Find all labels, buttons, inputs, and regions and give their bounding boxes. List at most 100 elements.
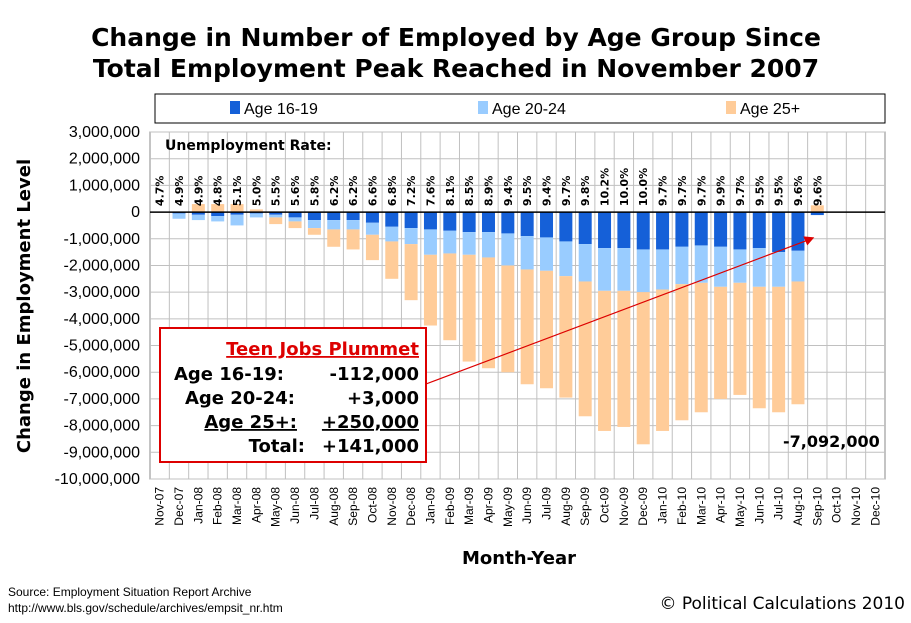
annotation-arrow-line — [425, 238, 812, 385]
bar-age-20-24 — [694, 245, 708, 283]
bar-age-16-19 — [230, 212, 244, 215]
annotation-row-label-4: Total: — [249, 436, 305, 457]
bar-age-25- — [791, 281, 805, 405]
unemployment-rate-value: 9.5% — [753, 176, 766, 207]
annotation-arrow-head — [803, 236, 815, 246]
bar-age-20-24 — [346, 220, 360, 230]
x-tick-label: Feb-09 — [443, 487, 457, 525]
x-tick-label: Oct-10 — [830, 487, 844, 523]
bar-age-25- — [307, 228, 321, 235]
unemployment-rate-value: 9.7% — [676, 176, 689, 207]
unemployment-rate-value: 4.7% — [154, 176, 167, 207]
x-tick-label: May-09 — [501, 487, 515, 527]
bar-age-20-24 — [249, 213, 263, 218]
x-tick-label: Aug-08 — [327, 487, 341, 526]
teen-jobs-box: Teen Jobs Plummet Age 16-19: -112,000 Ag… — [159, 327, 427, 463]
x-tick-label: Nov-09 — [617, 487, 631, 526]
bar-age-20-24 — [772, 252, 786, 287]
x-tick-label: Feb-08 — [211, 487, 225, 525]
last-total-label: -7,092,000 — [783, 432, 880, 451]
bar-age-20-24 — [462, 232, 476, 255]
unemployment-rate-value: 10.2% — [599, 168, 612, 206]
bar-age-16-19 — [307, 212, 321, 221]
bar-age-20-24 — [211, 216, 225, 222]
unemployment-rate-value: 5.0% — [250, 176, 263, 207]
unemployment-rate-value: 9.4% — [541, 176, 554, 207]
bar-age-16-19 — [540, 212, 554, 238]
bar-age-16-19 — [327, 212, 341, 221]
legend-swatch-3 — [726, 101, 736, 114]
unemployment-rate-value: 9.7% — [695, 176, 708, 207]
x-tick-label: Jun-10 — [752, 487, 766, 524]
bar-age-20-24 — [385, 226, 399, 242]
y-tick-label: -4,000,000 — [63, 311, 140, 328]
unemployment-rate-value: 10.0% — [637, 168, 650, 206]
bar-age-20-24 — [656, 249, 670, 290]
x-tick-label: Apr-10 — [714, 487, 728, 523]
annotation-row-value-3: +250,000 — [322, 412, 419, 433]
bar-age-16-19 — [211, 212, 225, 217]
plot-area: 3,000,000 2,000,000 1,000,000 0 -1,000,000 -2… — [55, 124, 886, 527]
y-axis-label: Change in Employment Level — [14, 159, 35, 453]
bar-age-20-24 — [443, 230, 457, 254]
unemployment-rate-value: 9.7% — [657, 176, 670, 207]
x-tick-label: Jul-09 — [540, 487, 554, 520]
x-tick-label: Mar-09 — [462, 487, 476, 525]
x-tick-label: Sep-09 — [578, 487, 592, 526]
legend: Age 16-19 Age 20-24 Age 25+ — [154, 93, 886, 124]
bar-age-16-19 — [791, 212, 805, 251]
bar-age-16-19 — [365, 212, 379, 223]
y-tick-label: -6,000,000 — [63, 364, 140, 381]
y-tick-label: -7,000,000 — [63, 391, 140, 408]
unemployment-rate-value: 8.1% — [444, 176, 457, 207]
x-tick-label: May-10 — [733, 487, 747, 527]
x-tick-label: Dec-07 — [172, 487, 186, 526]
annotation-headline: Teen Jobs Plummet — [226, 339, 419, 360]
bar-age-20-24 — [307, 220, 321, 229]
bar-age-25- — [191, 204, 205, 213]
x-tick-label: Oct-08 — [365, 487, 379, 523]
bar-age-20-24 — [675, 246, 689, 285]
bar-age-20-24 — [598, 248, 612, 291]
unemployment-rate-value: 9.6% — [811, 176, 824, 207]
unemployment-rate-value: 9.9% — [715, 176, 728, 207]
y-tick-label: -5,000,000 — [63, 338, 140, 355]
bar-age-25- — [501, 265, 515, 373]
legend-box — [154, 93, 886, 124]
bar-age-20-24 — [288, 217, 302, 222]
bar-age-20-24 — [559, 241, 573, 277]
unemployment-rate-value: 6.6% — [366, 176, 379, 207]
x-tick-label: Jan-09 — [423, 487, 437, 524]
unemployment-rate-value: 6.2% — [328, 176, 341, 207]
bar-age-20-24 — [540, 237, 554, 271]
source-line-1: Source: Employment Situation Report Arch… — [8, 585, 252, 599]
bar-age-20-24 — [365, 222, 379, 235]
bar-age-20-24 — [191, 214, 205, 221]
y-tick-label: 2,000,000 — [69, 151, 140, 168]
unemployment-rate-value: 7.6% — [424, 176, 437, 207]
bar-age-16-19 — [191, 212, 205, 215]
bar-age-16-19 — [443, 212, 457, 231]
y-tick-label: -1,000,000 — [63, 231, 140, 248]
bar-age-16-19 — [636, 212, 650, 250]
y-tick-label: -9,000,000 — [63, 444, 140, 461]
bar-age-25- — [230, 204, 244, 213]
bar-age-16-19 — [714, 212, 728, 247]
x-tick-label: Nov-10 — [849, 487, 863, 526]
x-tick-label: Mar-08 — [230, 487, 244, 525]
bar-age-20-24 — [791, 250, 805, 282]
bar-age-25- — [714, 286, 728, 399]
y-tick-label: -10,000,000 — [55, 471, 141, 488]
bar-age-25- — [423, 254, 437, 326]
bar-age-20-24 — [230, 214, 244, 226]
x-tick-label: Jun-09 — [520, 487, 534, 524]
unemployment-rate-value: 5.8% — [308, 176, 321, 207]
unemployment-rate-value: 9.7% — [560, 176, 573, 207]
bar-age-25- — [269, 217, 283, 225]
x-tick-label: Sep-10 — [810, 487, 824, 526]
unemployment-rate-value: 9.6% — [792, 176, 805, 207]
bar-age-16-19 — [385, 212, 399, 227]
bar-age-25- — [772, 286, 786, 413]
bar-age-20-24 — [636, 249, 650, 293]
bar-age-20-24 — [404, 228, 418, 245]
